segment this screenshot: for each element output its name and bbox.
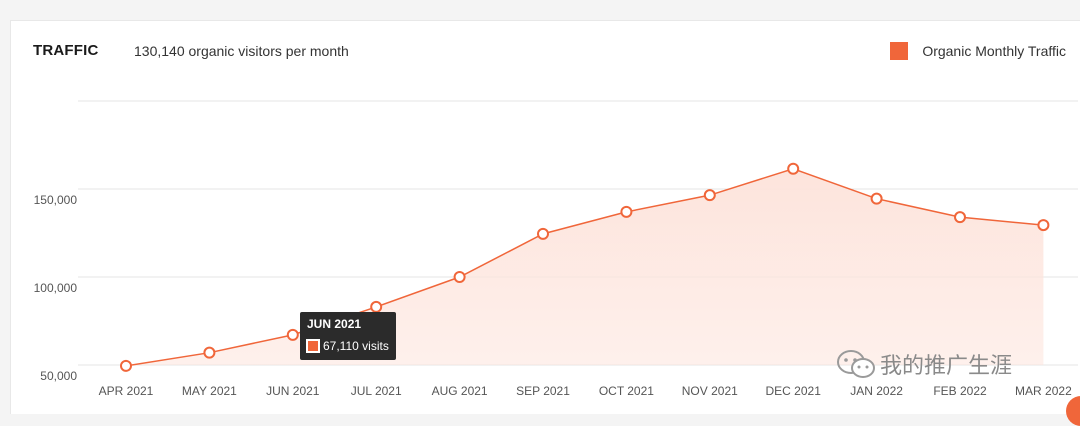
data-point-jan-2022 (870, 192, 883, 205)
x-tick-label: JUN 2021 (266, 384, 320, 398)
x-tick-label: FEB 2022 (933, 384, 987, 398)
area-layer (126, 168, 1044, 366)
data-point-mar-2022 (1037, 219, 1050, 232)
x-tick-label: APR 2021 (99, 384, 154, 398)
chart-subtitle: 130,140 organic visitors per month (134, 43, 349, 59)
x-tick-label: MAR 2022 (1015, 384, 1072, 398)
watermark: 我的推广生涯 (836, 348, 1012, 380)
data-point-aug-2021 (453, 271, 466, 283)
data-point-nov-2021 (703, 189, 716, 202)
x-tick-label: DEC 2021 (766, 384, 822, 398)
series-area (126, 168, 1044, 366)
tooltip-swatch (306, 339, 320, 353)
x-tick-label: JAN 2022 (850, 384, 903, 398)
legend-label: Organic Monthly Traffic (922, 43, 1066, 59)
data-point-may-2021 (203, 346, 216, 359)
x-tick-label: OCT 2021 (599, 384, 654, 398)
legend-swatch (890, 42, 909, 60)
tooltip-title: JUN 2021 (307, 317, 362, 331)
y-tick-label: 50,000 (40, 369, 77, 383)
x-axis-ticks: APR 2021 MAY 2021 JUN 2021 JUL 2021 AUG 2021… (99, 384, 1072, 398)
tooltip-row: 67,110 visits (306, 339, 389, 353)
line-layer (125, 167, 1044, 367)
x-tick-label: JUL 2021 (351, 384, 402, 398)
point-layer (120, 162, 1050, 372)
wechat-icon (837, 350, 875, 378)
chart-title: TRAFFIC (33, 42, 99, 59)
x-tick-label: SEP 2021 (516, 384, 570, 398)
watermark-text: 我的推广生涯 (880, 354, 1013, 379)
data-point-sep-2021 (537, 227, 549, 240)
x-tick-label: AUG 2021 (432, 384, 488, 398)
y-tick-label: 100,000 (34, 281, 78, 295)
data-point-jun-2021 (286, 328, 299, 341)
tooltip-value: 67,110 visits (323, 339, 389, 353)
y-tick-label: 150,000 (34, 193, 78, 207)
x-tick-label: MAY 2021 (182, 384, 237, 398)
data-point-jul-2021 (370, 300, 383, 313)
data-point-dec-2021 (787, 162, 800, 175)
data-tooltip: JUN 2021 67,110 visits (300, 312, 396, 360)
data-point-feb-2022 (954, 211, 966, 224)
legend[interactable]: Organic Monthly Traffic (890, 42, 1066, 60)
data-point-oct-2021 (620, 205, 633, 218)
x-tick-label: NOV 2021 (682, 384, 738, 398)
y-axis-ticks: 50,000 100,000 150,000 (34, 193, 78, 383)
data-point-apr-2021 (120, 359, 132, 372)
series-line (125, 167, 1044, 367)
